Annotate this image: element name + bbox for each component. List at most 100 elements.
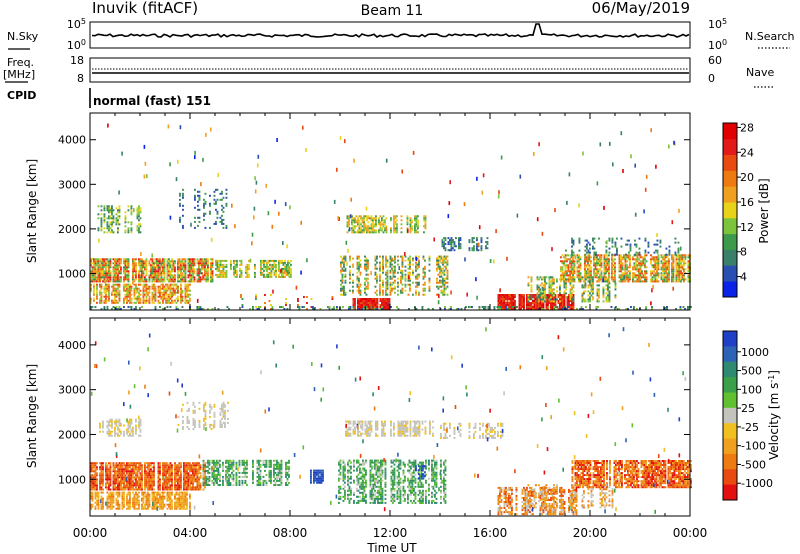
data-cell (112, 268, 115, 271)
data-cell (218, 269, 220, 272)
data-cell (675, 274, 678, 277)
data-cell (172, 289, 175, 292)
data-cell (589, 251, 591, 254)
data-cell (266, 269, 268, 272)
data-cell (569, 280, 572, 283)
data-cell (596, 292, 599, 295)
data-cell (587, 290, 590, 293)
data-cell (269, 273, 271, 276)
data-cell (100, 301, 103, 304)
data-cell (352, 291, 354, 294)
data-cell (468, 247, 471, 250)
data-cell (680, 272, 682, 275)
data-cell (216, 259, 219, 262)
data-cell (344, 259, 347, 262)
data-cell (135, 272, 137, 275)
data-cell (559, 292, 561, 295)
data-cell (169, 287, 172, 290)
data-cell (665, 256, 667, 259)
data-cell (618, 270, 621, 273)
data-cell (204, 262, 206, 265)
data-cell (411, 227, 413, 230)
data-cell (117, 308, 119, 310)
data-cell (535, 300, 537, 302)
data-cell (190, 258, 193, 261)
data-cell (198, 306, 200, 308)
data-cell (551, 300, 554, 303)
data-cell (121, 466, 124, 469)
data-cell (450, 306, 452, 308)
data-cell (102, 464, 104, 467)
data-cell (215, 220, 217, 223)
data-cell (607, 300, 609, 303)
data-cell (581, 292, 584, 295)
data-cell (106, 474, 109, 477)
data-cell (439, 275, 441, 278)
data-cell (428, 255, 431, 258)
data-cell (118, 472, 121, 475)
data-cell (203, 202, 205, 205)
data-cell (105, 280, 107, 283)
data-cell (357, 300, 359, 302)
data-cell (375, 225, 377, 228)
data-cell (283, 308, 286, 310)
data-cell (373, 306, 376, 308)
data-cell (207, 308, 209, 310)
data-cell (551, 306, 554, 308)
y-tick-label: 4000 (58, 134, 86, 147)
data-cell (437, 267, 440, 270)
data-cell (379, 227, 382, 230)
data-cell (221, 259, 223, 262)
data-cell (290, 263, 292, 266)
data-cell (346, 217, 349, 220)
data-cell (578, 266, 580, 269)
data-cell (576, 308, 578, 310)
data-cell (592, 290, 594, 293)
data-cell (572, 294, 575, 296)
data-cell (153, 278, 155, 281)
data-cell (370, 227, 373, 230)
data-cell (372, 231, 374, 234)
data-cell (378, 217, 380, 220)
data-cell (118, 217, 121, 220)
data-cell (115, 474, 118, 477)
data-cell (442, 259, 444, 262)
data-cell (629, 260, 631, 263)
data-cell (585, 306, 587, 308)
data-cell (446, 259, 449, 262)
data-cell (215, 259, 217, 262)
data-cell (118, 264, 121, 267)
data-cell (446, 255, 449, 258)
data-cell (650, 254, 652, 257)
data-cell (90, 464, 92, 467)
data-cell (379, 306, 382, 308)
data-cell (121, 486, 124, 489)
data-cell (620, 237, 623, 240)
data-cell (145, 289, 148, 292)
data-cell (572, 262, 574, 265)
data-cell (349, 271, 351, 274)
data-cell (269, 267, 271, 270)
data-cell (187, 280, 190, 283)
data-cell (527, 284, 530, 287)
data-cell (145, 287, 148, 290)
data-cell (548, 286, 551, 289)
data-cell (440, 267, 443, 270)
data-cell (343, 287, 345, 290)
data-cell (181, 299, 184, 302)
data-cell (415, 281, 417, 284)
data-cell (626, 254, 628, 257)
data-cell (629, 264, 631, 267)
data-cell (102, 478, 104, 481)
data-speck (104, 279, 106, 284)
data-cell (511, 300, 513, 302)
data-cell (109, 211, 112, 214)
data-cell (499, 308, 502, 310)
data-cell (111, 221, 113, 224)
data-cell (103, 270, 106, 273)
data-cell (367, 261, 369, 264)
data-cell (439, 255, 441, 258)
data-cell (120, 466, 122, 469)
data-cell (103, 258, 106, 261)
data-cell (678, 280, 681, 283)
